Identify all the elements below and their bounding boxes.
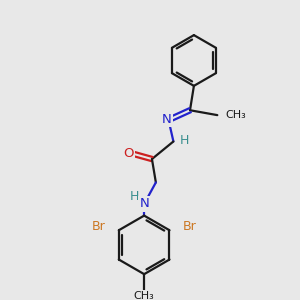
Text: CH₃: CH₃: [134, 291, 154, 300]
Text: CH₃: CH₃: [225, 110, 246, 120]
Text: O: O: [123, 147, 134, 160]
Text: H: H: [179, 134, 189, 147]
Text: Br: Br: [92, 220, 105, 233]
Text: N: N: [139, 197, 149, 210]
Text: N: N: [162, 112, 172, 125]
Text: H: H: [130, 190, 139, 202]
Text: Br: Br: [183, 220, 197, 233]
